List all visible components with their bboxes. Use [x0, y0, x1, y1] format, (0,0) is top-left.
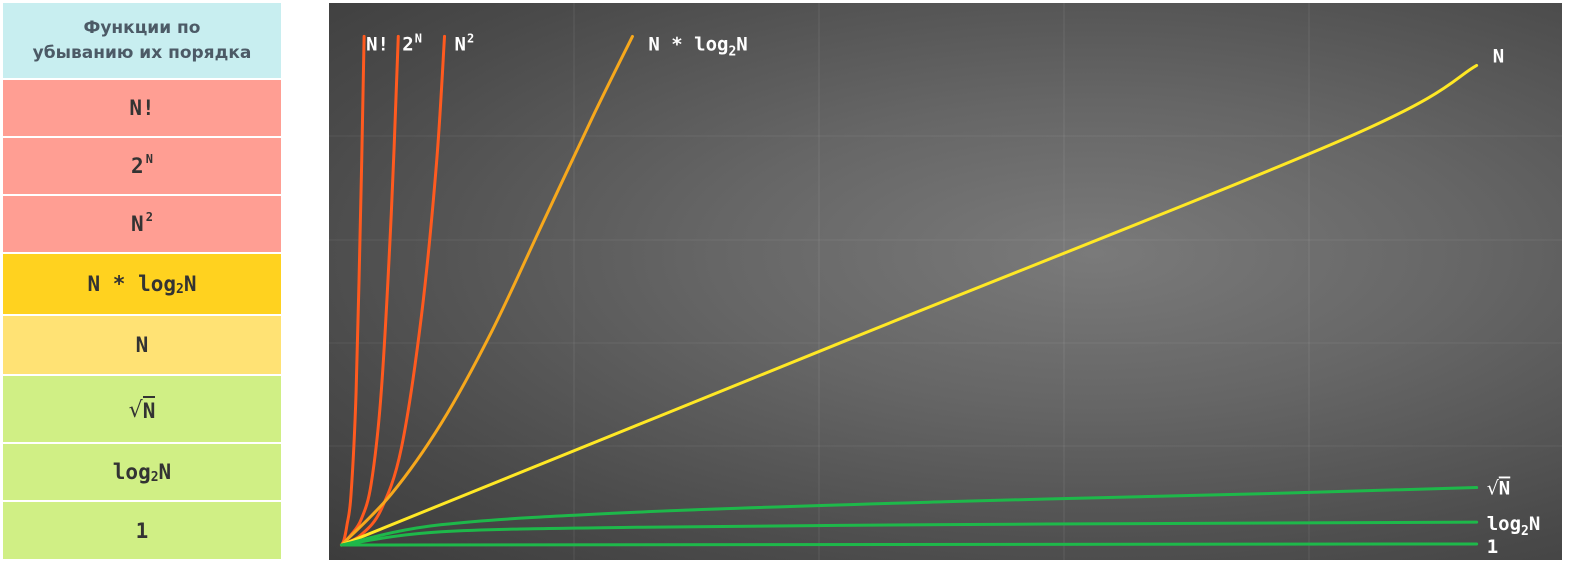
- series-line-n: [340, 63, 1479, 547]
- row-linearithmic-tail: N: [183, 272, 197, 296]
- series-label-n-log2n: N * log2N: [648, 33, 747, 59]
- series-label-sqrtn: √N: [1487, 478, 1511, 500]
- series-label-n-2: N2: [455, 31, 475, 55]
- series-line-1: [340, 542, 1479, 547]
- table-header: Функции по убыванию их порядка: [3, 3, 281, 80]
- table-header-line-2: убыванию их порядка: [32, 42, 252, 63]
- series-label-1: 1: [1487, 536, 1498, 558]
- series-line-n-: [340, 34, 366, 547]
- row-logarithmic-sub: 2: [150, 469, 159, 485]
- row-linearithmic-sub: 2: [176, 281, 184, 297]
- series-line-log2n: [340, 520, 1479, 547]
- table-row-logarithmic: log 2 N: [3, 444, 281, 502]
- row-logarithmic-tail: N: [158, 460, 172, 484]
- table-row-linearithmic: N * log 2 N: [3, 254, 281, 316]
- row-exponential-base: 2: [131, 154, 144, 178]
- series-label-n: N: [1493, 45, 1504, 67]
- table-row-sqrt: √ N: [3, 376, 281, 444]
- row-exponential-sup: N: [145, 152, 153, 166]
- table-row-linear: N: [3, 316, 281, 376]
- row-linear-label: N: [135, 333, 149, 357]
- sqrt-expression: √ N: [128, 395, 156, 423]
- row-logarithmic-base: log: [112, 460, 151, 484]
- row-linearithmic-base: N * log: [87, 272, 177, 296]
- row-constant-label: 1: [135, 518, 149, 543]
- row-quadratic-base: N: [131, 212, 144, 236]
- row-factorial-label: N!: [129, 96, 155, 120]
- table-row-factorial: N!: [3, 80, 281, 138]
- series-label-n-: N!: [366, 33, 389, 55]
- series-line-n-2: [340, 34, 447, 547]
- table-header-line-1: Функции по: [83, 17, 201, 38]
- sqrt-radical-icon: √: [128, 397, 143, 423]
- table-row-constant: 1: [3, 502, 281, 559]
- row-sqrt-label: N: [142, 395, 156, 423]
- row-quadratic-sup: 2: [145, 210, 153, 224]
- series-line-n-log2n: [340, 34, 634, 547]
- series-label-2-n: 2N: [402, 31, 422, 55]
- series-line-sqrtn: [340, 486, 1479, 547]
- growth-chart: N! 2N N2 N * log2N N √N log2N 1: [329, 3, 1562, 560]
- series-label-log2n: log2N: [1487, 513, 1541, 539]
- series-line-2-n: [340, 34, 400, 547]
